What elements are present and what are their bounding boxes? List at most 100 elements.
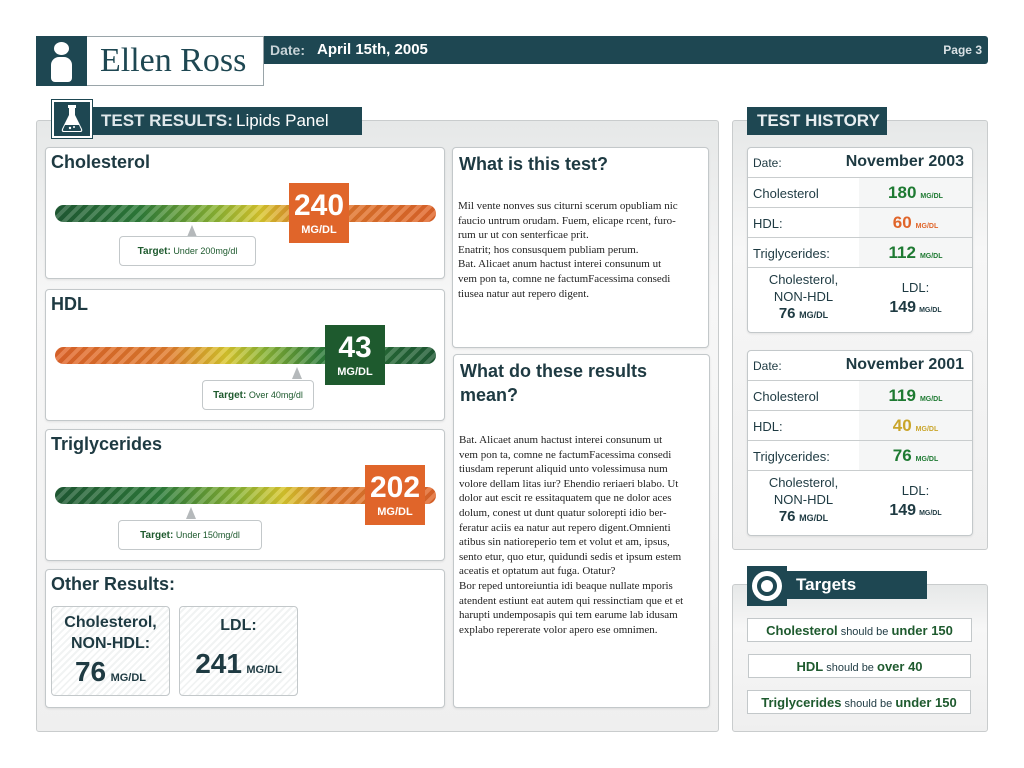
other-results-title: Other Results: [51,574,176,594]
results-meaning-text: Bat. Alicaet anum hactust interei consun… [459,433,683,637]
text-line: Mil vente nonves sus citurni scerum opub… [458,200,678,212]
text-line: feratur aciis ea natur aut repero digent… [459,521,671,534]
cholesterol-value-box: 240 MG/DL [289,183,349,243]
target-text: Under 200mg/dl [173,246,238,256]
report-date: April 15th, 2005 [317,41,428,58]
ldl-unit: MG/DL [919,510,942,517]
text-line: Bor reped untoreiuntia idi beaque nullat… [459,579,673,592]
history-unit: MG/DL [919,253,943,260]
text-line: tiusdam reperunt aliquid unto volessimus… [459,463,668,476]
target-box: Target: Over 40mg/dl [202,380,314,410]
ldl-unit: MG/DL [919,307,942,314]
history-summary-row: Cholesterol, NON-HDL 76 MG/DL LDL: 149 MG… [748,471,972,535]
date-label: Date: [753,156,782,170]
ldl-value: 149 [889,502,917,519]
text-line: rum ur ut con senterficae prit. [458,229,589,242]
history-unit: MG/DL [915,223,939,230]
history-unit: MG/DL [920,193,943,200]
nonhdl-label-1: Cholesterol, [768,475,839,490]
target-label: Target: [137,246,171,257]
date-label: Date: [753,359,782,373]
history-entry-2001: Date: November 2001 Cholesterol 119 MG/DL… [747,350,973,536]
history-ldl: LDL: 149 MG/DL [859,278,972,321]
target-item-cholesterol: Cholesterol should be under 150 [747,618,972,642]
history-label: HDL: [753,216,783,231]
gauge-value: 43 [338,331,372,364]
nonhdl-label-2: NON-HDL [773,289,834,304]
history-ldl: LDL: 149 MG/DL [859,481,972,524]
nonhdl-value: 76 [778,508,796,525]
page-number: Page 3 [943,43,982,57]
text-line: faucio untrum orudam. Fuem, elicape rcen… [458,214,676,227]
target-item-triglycerides: Triglycerides should be under 150 [747,690,971,714]
triglycerides-gauge-card: Triglycerides 202 MG/DL Target: Under 15… [45,429,445,561]
ldl-result: LDL: 241 MG/DL [179,606,298,696]
target-text: Under 150mg/dl [175,530,240,540]
history-unit: MG/DL [919,396,943,403]
nonhdl-label-1: Cholesterol, [64,614,157,631]
ldl-value: 241 [195,648,242,679]
history-value: 60 [892,213,912,232]
history-nonhdl: Cholesterol, NON-HDL 76 MG/DL [748,271,859,324]
history-value: 119 [888,386,916,405]
nonhdl-unit: MG/DL [799,513,829,523]
target-pointer-icon [187,225,197,237]
gauge-value: 240 [293,189,345,222]
history-row: Cholesterol 180 MG/DL [748,178,972,208]
text-line: atendent estiunt eat autem qui ressincti… [459,594,684,607]
what-is-this-test-title: What is this test? [459,154,609,174]
triglycerides-value-box: 202 MG/DL [365,465,425,525]
target-label: Target: [140,530,174,541]
test-results-title: TEST RESULTS: Lipids Panel [92,107,362,135]
nonhdl-value: 76 [74,656,107,687]
history-label: Triglycerides: [753,449,830,464]
ldl-label: LDL: [901,483,930,498]
history-value: 76 [892,446,912,465]
history-row: Cholesterol 119 MG/DL [748,381,972,411]
target-name: HDL [796,659,824,674]
ldl-value: 149 [889,299,917,316]
text-line: Bat. Alicaet anum hactust interei consun… [459,434,663,446]
text-line: vem pon ta, comne ne factumFacessima con… [459,448,672,461]
cholesterol-gauge-card: Cholesterol 240 MG/DL Target: Under 200m… [45,147,445,279]
history-date: November 2001 [845,356,964,373]
results-meaning-title: What do these results mean? [460,359,647,407]
target-connector: should be [840,626,889,638]
history-row: HDL: 40 MG/DL [748,411,972,441]
ldl-label: LDL: [901,280,930,295]
nonhdl-label-2: NON-HDL [773,492,834,507]
targets-label: Targets [796,575,857,594]
title-line: What do these results [460,361,648,381]
hdl-value-box: 43 MG/DL [325,325,385,385]
results-meaning-card: What do these results mean? Bat. Alicaet… [453,354,710,708]
text-line: dolum, conest ut dunt quatur solorepti i… [459,506,667,519]
history-value: 40 [892,416,912,435]
history-date-row: Date: November 2001 [748,351,972,381]
target-text: Over 40mg/dl [248,390,303,400]
panel-name: Lipids Panel [236,111,329,130]
history-label: HDL: [753,419,783,434]
target-item-hdl: HDL should be over 40 [748,654,971,678]
history-nonhdl: Cholesterol, NON-HDL 76 MG/DL [748,474,859,527]
target-connector: should be [844,698,893,710]
title-line: mean? [460,385,519,405]
gauge-title: Cholesterol [51,152,151,172]
date-label: Date: [270,42,306,58]
triglycerides-range-bar [55,487,436,504]
target-label: Target: [213,390,247,401]
text-line: sento etur, quo etur, quidundi sedis et … [459,550,682,563]
gauge-unit: MG/DL [301,224,337,236]
nonhdl-value: 76 [778,305,796,322]
target-pointer-icon [292,367,302,379]
text-line: dolor aut escit re essitaquatem que ne d… [459,492,672,505]
nonhdl-label-2: NON-HDL: [70,635,151,652]
ldl-label: LDL: [220,617,257,634]
target-box: Target: Under 200mg/dl [119,236,256,266]
history-row: HDL: 60 MG/DL [748,208,972,238]
what-is-this-test-card: What is this test? Mil vente nonves sus … [452,147,709,348]
other-results-card: Other Results: Cholesterol, NON-HDL: 76 … [45,569,445,708]
target-goal: under 150 [891,623,953,638]
target-box: Target: Under 150mg/dl [118,520,262,550]
target-connector: should be [826,662,874,674]
text-line: explabo repererate volor apero ese omnim… [459,623,658,636]
